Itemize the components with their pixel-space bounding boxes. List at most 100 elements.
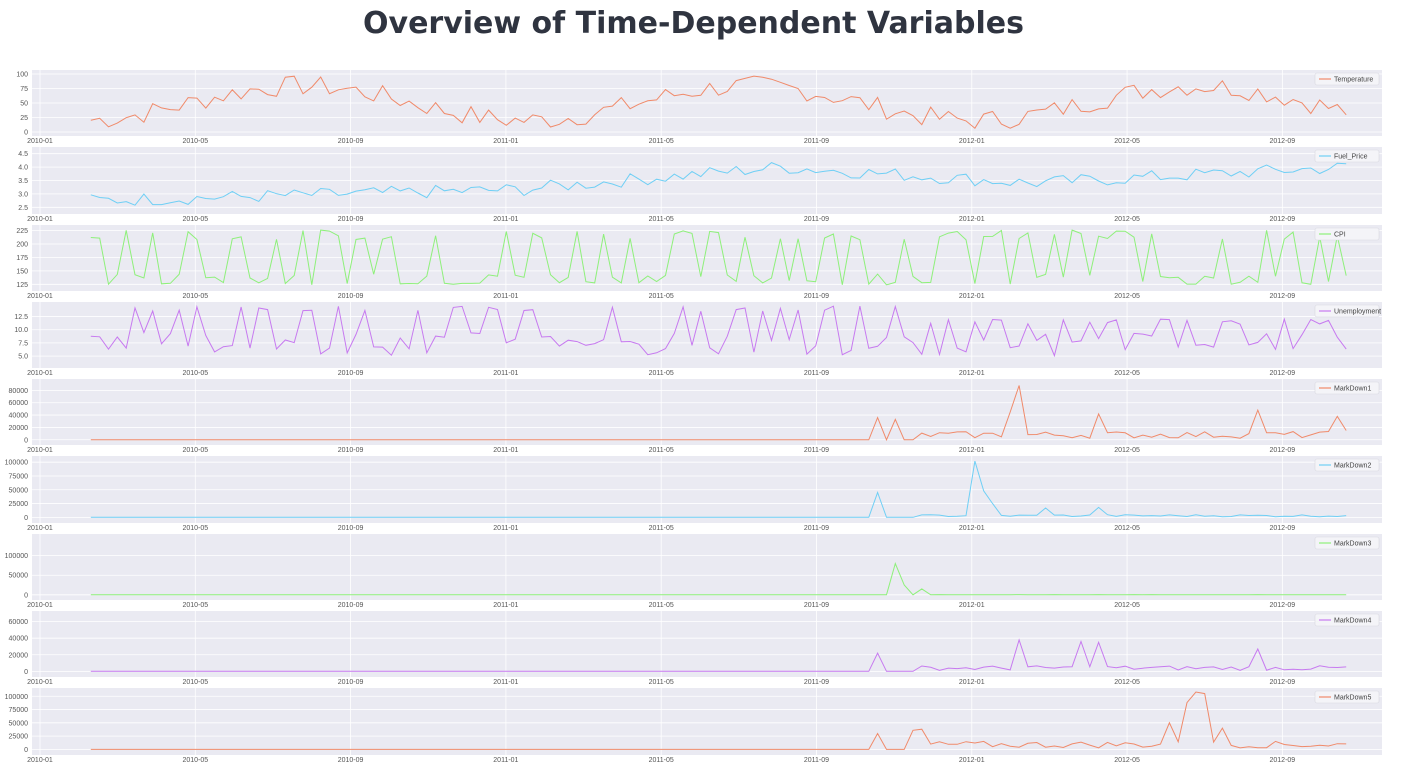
x-tick-label: 2010-05 xyxy=(182,370,208,377)
x-tick-label: 2012-01 xyxy=(959,370,985,377)
x-tick-label: 2011-09 xyxy=(804,138,829,145)
y-tick-label: 80000 xyxy=(9,388,29,395)
x-tick-label: 2010-09 xyxy=(338,602,364,609)
y-tick-label: 0 xyxy=(24,515,28,522)
x-tick-label: 2010-05 xyxy=(182,138,208,145)
legend-label: MarkDown1 xyxy=(1334,386,1371,393)
legend-label: MarkDown5 xyxy=(1334,695,1371,702)
y-tick-label: 0 xyxy=(24,437,28,444)
y-tick-label: 0 xyxy=(24,669,28,676)
y-tick-label: 50000 xyxy=(9,720,29,727)
series-line xyxy=(90,162,1347,206)
chart-panel-markdown5: 0 25000 50000 75000 100000 2010-01 2010-05 2010… xyxy=(5,688,1382,762)
y-tick-label: 25000 xyxy=(9,501,29,508)
x-tick-label: 2010-01 xyxy=(27,757,53,762)
series-line xyxy=(90,304,1347,358)
y-tick-label: 100 xyxy=(16,72,28,79)
x-tick-label: 2011-01 xyxy=(493,447,518,454)
y-tick-label: 20000 xyxy=(9,425,29,432)
legend-label: Fuel_Price xyxy=(1334,154,1368,161)
x-tick-label: 2011-05 xyxy=(649,525,674,532)
x-tick-label: 2011-01 xyxy=(493,138,518,145)
x-tick-label: 2010-01 xyxy=(27,293,53,300)
x-tick-label: 2010-09 xyxy=(338,525,364,532)
x-tick-label: 2012-09 xyxy=(1270,216,1296,223)
plot-background xyxy=(32,379,1382,445)
x-tick-label: 2011-05 xyxy=(649,293,674,300)
legend-box xyxy=(1314,536,1380,550)
x-tick-label: 2011-01 xyxy=(493,370,518,377)
chart-panel-markdown3: 0 50000 100000 2010-01 2010-05 2010-09 2011-01… xyxy=(5,534,1382,609)
x-tick-label: 2012-05 xyxy=(1114,679,1140,686)
x-tick-label: 2010-09 xyxy=(338,447,364,454)
x-tick-label: 2011-01 xyxy=(493,293,518,300)
y-tick-label: 40000 xyxy=(9,636,29,643)
x-tick-label: 2012-01 xyxy=(959,525,985,532)
y-tick-label: 0 xyxy=(24,747,28,754)
x-tick-label: 2010-09 xyxy=(338,138,364,145)
y-tick-label: 100000 xyxy=(5,553,28,560)
series-line xyxy=(90,385,1347,442)
series-line xyxy=(90,638,1347,672)
x-tick-label: 2010-05 xyxy=(182,293,208,300)
legend-box xyxy=(1314,304,1380,318)
y-tick-label: 7.5 xyxy=(18,340,28,347)
plot-background xyxy=(32,225,1382,291)
x-tick-label: 2012-05 xyxy=(1114,138,1140,145)
legend-label: MarkDown4 xyxy=(1334,618,1371,625)
x-tick-label: 2011-05 xyxy=(649,138,674,145)
plot-background xyxy=(32,611,1382,677)
y-tick-label: 100000 xyxy=(5,694,28,701)
y-tick-label: 175 xyxy=(16,255,28,262)
legend-box xyxy=(1314,613,1380,627)
x-tick-label: 2012-09 xyxy=(1270,602,1296,609)
x-tick-label: 2011-01 xyxy=(493,757,518,762)
y-tick-label: 3.0 xyxy=(18,191,28,198)
y-tick-label: 25 xyxy=(20,115,28,122)
legend-label: MarkDown2 xyxy=(1334,463,1371,470)
x-tick-label: 2010-01 xyxy=(27,525,53,532)
x-tick-label: 2012-01 xyxy=(959,216,985,223)
legend-box xyxy=(1314,381,1380,395)
series-line xyxy=(90,75,1347,129)
x-tick-label: 2011-09 xyxy=(804,293,829,300)
x-tick-label: 2011-05 xyxy=(649,370,674,377)
x-tick-label: 2012-01 xyxy=(959,679,985,686)
x-tick-label: 2011-01 xyxy=(493,216,518,223)
x-tick-label: 2012-05 xyxy=(1114,216,1140,223)
legend-label: Temperature xyxy=(1334,77,1373,84)
x-tick-label: 2010-01 xyxy=(27,370,53,377)
x-tick-label: 2011-05 xyxy=(649,602,674,609)
y-tick-label: 40000 xyxy=(9,413,29,420)
y-tick-label: 3.5 xyxy=(18,178,28,185)
series-line xyxy=(90,691,1347,750)
x-tick-label: 2012-01 xyxy=(959,293,985,300)
plot-background xyxy=(32,688,1382,755)
x-tick-label: 2010-05 xyxy=(182,525,208,532)
x-tick-label: 2011-09 xyxy=(804,757,829,762)
x-tick-label: 2010-01 xyxy=(27,602,53,609)
x-tick-label: 2012-05 xyxy=(1114,757,1140,762)
x-tick-label: 2011-01 xyxy=(493,679,518,686)
legend-label: Unemployment xyxy=(1334,309,1381,316)
y-tick-label: 2.5 xyxy=(18,205,28,212)
x-tick-label: 2010-09 xyxy=(338,293,364,300)
y-tick-label: 10.0 xyxy=(14,327,28,334)
x-tick-label: 2012-09 xyxy=(1270,138,1296,145)
x-tick-label: 2012-05 xyxy=(1114,370,1140,377)
y-tick-label: 12.5 xyxy=(14,314,28,321)
x-tick-label: 2012-09 xyxy=(1270,447,1296,454)
x-tick-label: 2010-05 xyxy=(182,602,208,609)
y-tick-label: 0 xyxy=(24,592,28,599)
y-tick-label: 75 xyxy=(20,86,28,93)
y-tick-label: 0 xyxy=(24,130,28,137)
x-tick-label: 2010-05 xyxy=(182,679,208,686)
series-line xyxy=(90,229,1347,286)
x-tick-label: 2010-01 xyxy=(27,447,53,454)
x-tick-label: 2010-09 xyxy=(338,679,364,686)
y-tick-label: 75000 xyxy=(9,473,29,480)
x-tick-label: 2012-09 xyxy=(1270,757,1296,762)
chart-panel-markdown2: 0 25000 50000 75000 100000 2010-01 2010-05 2010… xyxy=(5,456,1382,532)
x-tick-label: 2012-01 xyxy=(959,602,985,609)
x-tick-label: 2012-05 xyxy=(1114,602,1140,609)
